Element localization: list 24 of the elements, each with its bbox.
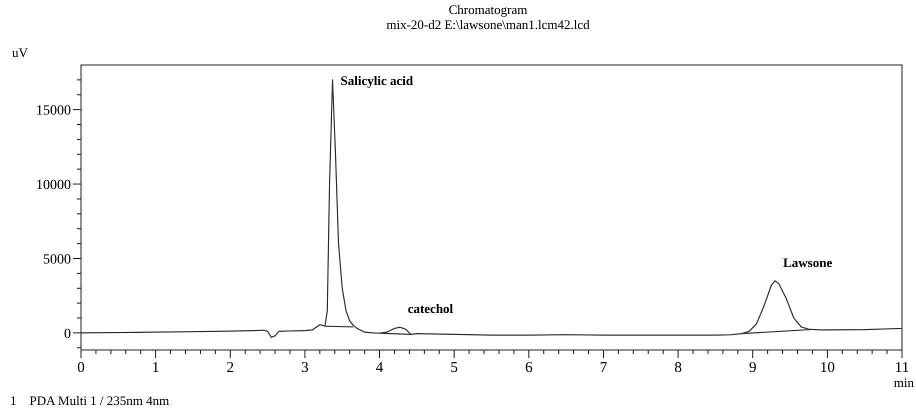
x-tick-label: 3 bbox=[301, 360, 309, 376]
x-tick-label: 4 bbox=[376, 360, 384, 376]
x-tick-label: 6 bbox=[525, 360, 534, 376]
text: 1 PDA Multi 1 / 235nm 4nm bbox=[10, 393, 170, 408]
x-tick-label: 5 bbox=[450, 360, 458, 376]
y-tick-label: 15000 bbox=[36, 104, 71, 119]
x-tick-label: 11 bbox=[894, 360, 910, 376]
x-tick-label: 8 bbox=[674, 360, 682, 376]
annotation: Lawsone bbox=[783, 254, 832, 270]
x-tick-label: 1 bbox=[152, 360, 160, 376]
chart-title: Chromatogram bbox=[448, 2, 528, 17]
chart-subtitle: mix-20-d2 E:\lawsone\man1.lcm42.lcd bbox=[386, 17, 590, 32]
x-tick-label: 2 bbox=[226, 360, 234, 376]
y-tick-label: 10000 bbox=[36, 178, 71, 194]
x-tick-label: 10 bbox=[820, 360, 835, 376]
x-tick-label: 9 bbox=[748, 360, 756, 376]
x-tick-label: 0 bbox=[77, 360, 85, 376]
y-tick-label: 5000 bbox=[43, 252, 71, 268]
y-axis-title: uV bbox=[12, 45, 28, 60]
x-tick-label: 7 bbox=[600, 360, 608, 376]
annotation: catechol bbox=[408, 301, 454, 316]
y-tick-label: 0 bbox=[64, 326, 71, 342]
x-axis-title: min bbox=[894, 375, 914, 390]
annotation: Salicylic acid bbox=[340, 73, 414, 88]
